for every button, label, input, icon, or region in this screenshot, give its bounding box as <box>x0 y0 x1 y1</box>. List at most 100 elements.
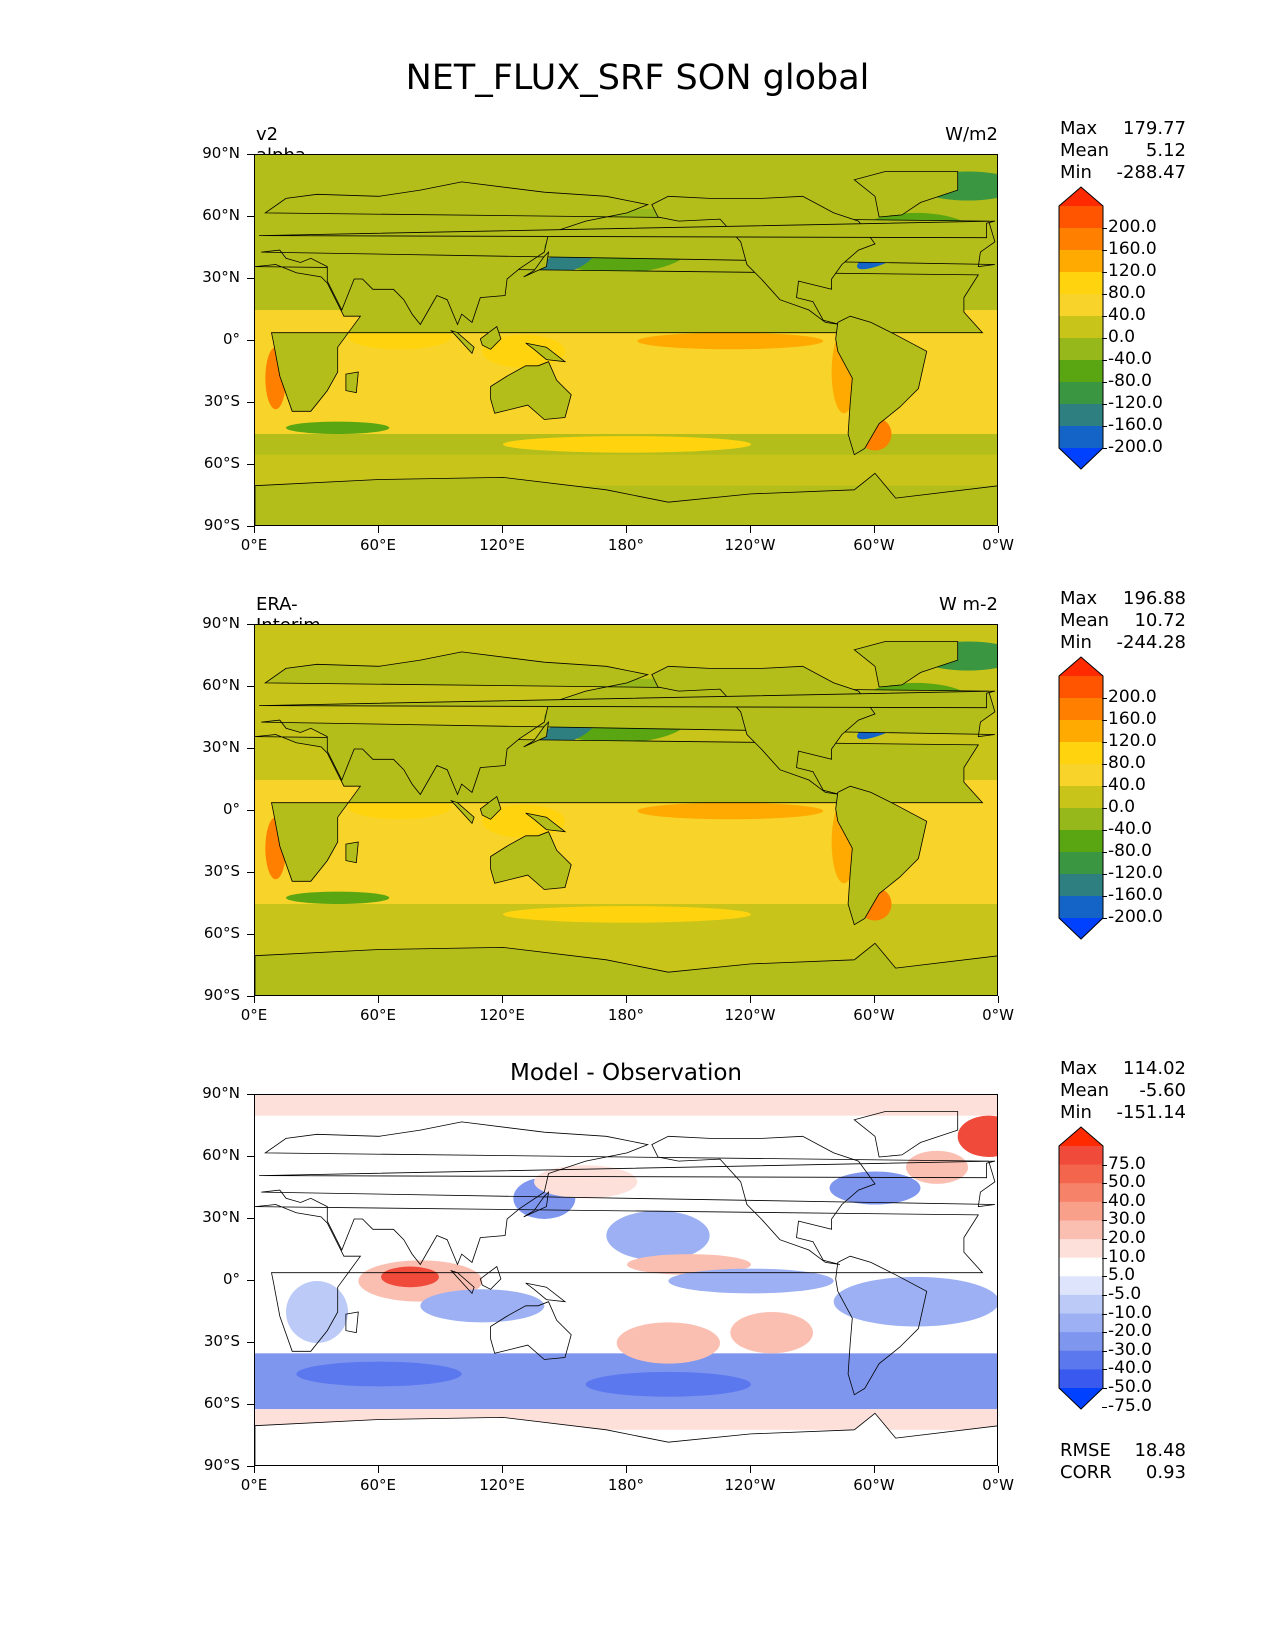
colorbar-tick <box>1102 228 1107 229</box>
stat-label: Mean <box>1060 140 1110 161</box>
lat-tick-label: 90°N <box>202 614 240 632</box>
colorbar-tick <box>1102 272 1107 273</box>
colorbar-tick-label: -120.0 <box>1108 393 1163 413</box>
lon-tick-label: 60°E <box>359 1476 397 1494</box>
lon-tick-label: 60°W <box>853 1476 895 1494</box>
stat-label: RMSE <box>1060 1440 1111 1461</box>
colorbar-tick-label: 40.0 <box>1108 305 1146 325</box>
lon-tick <box>254 526 256 533</box>
stat-value: 18.48 <box>1134 1440 1186 1461</box>
colorbar-tick-label: 80.0 <box>1108 753 1146 773</box>
lat-tick-label: 90°S <box>203 516 240 534</box>
stat-min: Min -288.47 <box>1060 162 1186 184</box>
colorbar-tick-label: 160.0 <box>1108 709 1157 729</box>
stat-value: 10.72 <box>1134 610 1186 631</box>
colorbar-tick <box>1102 742 1107 743</box>
lon-tick-label: 0°E <box>240 536 268 554</box>
colorbar-tick <box>1102 1257 1107 1259</box>
lat-tick-label: 30°S <box>203 1332 240 1350</box>
colorbar-tick <box>1102 1220 1107 1222</box>
colorbar-tick <box>1102 808 1107 809</box>
lat-tick-label: 30°N <box>202 738 240 756</box>
stat-value: -5.60 <box>1139 1080 1186 1101</box>
colorbar-tick <box>1102 918 1107 919</box>
colorbar-tick-label: -40.0 <box>1108 1358 1152 1379</box>
colorbar-tick-label: -200.0 <box>1108 907 1163 927</box>
lon-tick <box>626 1466 628 1473</box>
lat-tick <box>247 154 254 156</box>
stat-value: -151.14 <box>1116 1102 1186 1123</box>
lat-tick <box>247 340 254 342</box>
stat-max: Max 114.02 <box>1060 1058 1186 1080</box>
stat-mean: Mean -5.60 <box>1060 1080 1186 1102</box>
lon-tick <box>750 1466 752 1473</box>
lon-tick-label: 120°E <box>479 1476 525 1494</box>
colorbar-tick <box>1102 874 1107 875</box>
lon-tick-label: 60°W <box>853 1006 895 1024</box>
lon-tick-label: 0°W <box>982 536 1014 554</box>
lat-tick <box>247 748 254 750</box>
colorbar-tick-label: 5.0 <box>1108 1265 1136 1286</box>
lon-tick-label: 60°E <box>359 536 397 554</box>
lon-tick <box>874 996 876 1003</box>
stats-block: Max 196.88 Mean 10.72 Min -244.28 <box>1060 588 1186 654</box>
lat-tick <box>247 278 254 280</box>
lat-tick-label: 60°S <box>203 924 240 942</box>
lat-tick <box>247 216 254 218</box>
lon-tick-label: 0°W <box>982 1006 1014 1024</box>
lon-tick <box>626 526 628 533</box>
stat-min: Min -244.28 <box>1060 632 1186 654</box>
colorbar <box>1058 1126 1104 1414</box>
colorbar-tick <box>1102 1313 1107 1315</box>
stat-label: CORR <box>1060 1462 1112 1483</box>
stat-mean: Mean 10.72 <box>1060 610 1186 632</box>
lon-tick <box>998 1466 1000 1473</box>
lon-tick-label: 120°W <box>724 536 776 554</box>
lon-tick <box>874 526 876 533</box>
lat-tick-label: 0° <box>222 1270 240 1288</box>
stat-rmse: RMSE 18.48 <box>1060 1440 1186 1462</box>
lon-tick-label: 120°E <box>479 536 525 554</box>
stat-value: 5.12 <box>1145 140 1186 161</box>
colorbar-tick-label: -160.0 <box>1108 415 1163 435</box>
lon-tick <box>378 996 380 1003</box>
panel-units: W/m2 <box>945 124 998 145</box>
colorbar-tick <box>1102 250 1107 251</box>
lat-tick-label: 60°S <box>203 454 240 472</box>
lon-tick-label: 0°W <box>982 1476 1014 1494</box>
lon-tick <box>750 526 752 533</box>
stat-value: 196.88 <box>1123 588 1186 609</box>
lat-tick-label: 90°N <box>202 1084 240 1102</box>
lat-tick-label: 90°N <box>202 144 240 162</box>
stat-value: -244.28 <box>1116 632 1186 653</box>
colorbar-tick <box>1102 316 1107 317</box>
lon-tick <box>874 1466 876 1473</box>
colorbar-tick <box>1102 448 1107 449</box>
colorbar-tick-label: -75.0 <box>1108 1395 1152 1416</box>
colorbar-tick <box>1102 1388 1107 1389</box>
stat-label: Max <box>1060 1058 1098 1079</box>
colorbar-tick <box>1102 786 1107 787</box>
colorbar-tick <box>1102 1350 1107 1352</box>
stat-value: 179.77 <box>1123 118 1186 139</box>
lat-tick <box>247 1156 254 1158</box>
lat-tick-label: 30°S <box>203 862 240 880</box>
stat-value: -288.47 <box>1116 162 1186 183</box>
colorbar-tick <box>1102 1164 1107 1166</box>
lon-tick <box>254 1466 256 1473</box>
colorbar-tick-label: -20.0 <box>1108 1321 1152 1342</box>
lon-tick-label: 120°E <box>479 1006 525 1024</box>
colorbar-tick-label: 200.0 <box>1108 217 1157 237</box>
colorbar-tick <box>1102 1201 1107 1203</box>
lon-tick <box>502 526 504 533</box>
colorbar-tick <box>1102 1276 1107 1278</box>
lat-tick <box>247 1218 254 1220</box>
lat-tick <box>247 1404 254 1406</box>
colorbar-tick <box>1102 382 1107 383</box>
colorbar-tick-label: -30.0 <box>1108 1339 1152 1360</box>
colorbar-tick <box>1102 830 1107 831</box>
lat-tick-label: 60°N <box>202 206 240 224</box>
lat-tick <box>247 624 254 626</box>
colorbar-tick <box>1102 404 1107 405</box>
lat-tick <box>247 1280 254 1282</box>
